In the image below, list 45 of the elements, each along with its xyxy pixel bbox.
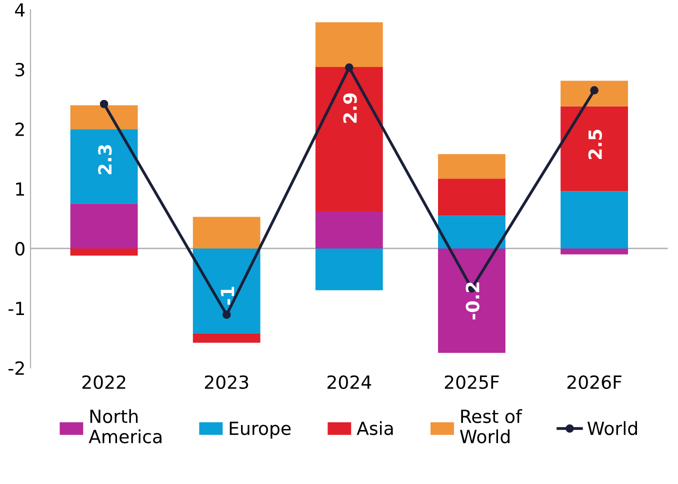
bar — [192, 248, 260, 334]
bar — [560, 248, 628, 254]
bar — [438, 154, 506, 179]
bar — [70, 105, 138, 130]
y-tick-label: -1 — [8, 302, 24, 316]
point — [100, 100, 108, 108]
x-tick-label: 2026F — [567, 375, 622, 389]
legend-label: Rest of World — [460, 409, 522, 444]
bar — [70, 129, 138, 204]
legend-label: Europe — [230, 422, 291, 439]
y-tick-label: 3 — [16, 62, 24, 76]
point — [222, 310, 231, 319]
bar — [315, 248, 383, 290]
total-label: 2.3 — [98, 145, 112, 174]
total-label: -0.2 — [466, 282, 480, 320]
bar — [315, 211, 383, 248]
total-label: -1 — [220, 286, 234, 305]
point — [590, 86, 598, 94]
legend-label: Asia — [356, 421, 393, 436]
bar — [70, 204, 138, 248]
x-tick-label: 2023 — [204, 375, 248, 389]
bar — [560, 191, 628, 248]
x-tick-label: 2025F — [444, 375, 499, 389]
bar — [315, 66, 383, 212]
x-tick-label: 2022 — [82, 375, 126, 389]
x-tick-label: 2024 — [328, 375, 372, 389]
bar — [192, 333, 260, 343]
bar — [70, 248, 138, 256]
bar — [315, 22, 383, 67]
total-label: 2.9 — [343, 93, 357, 123]
bar — [438, 178, 506, 216]
bar — [438, 216, 506, 248]
y-tick-label: 2 — [15, 122, 24, 136]
y-tick-label: 4 — [15, 3, 25, 17]
bar — [438, 248, 506, 353]
bar — [560, 80, 628, 106]
legend-label: North America — [88, 409, 162, 444]
point — [345, 63, 354, 72]
y-tick-label: 1 — [16, 182, 24, 196]
y-tick-label: 0 — [15, 242, 24, 256]
bar — [192, 216, 260, 248]
y-tick-label: -2 — [8, 361, 24, 375]
legend-label: World — [587, 421, 637, 436]
bar — [560, 106, 628, 192]
total-label: 2.5 — [588, 130, 602, 160]
